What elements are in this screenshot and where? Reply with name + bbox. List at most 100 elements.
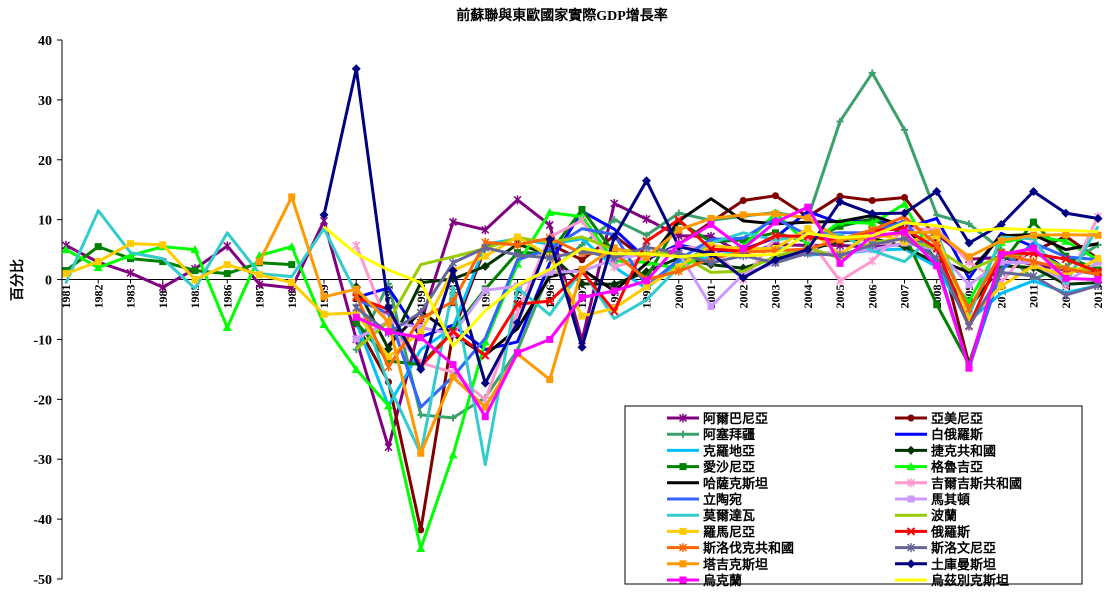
data-point	[481, 286, 489, 294]
data-point	[481, 252, 489, 260]
y-tick-label: 30	[38, 94, 52, 109]
y-axis-label: 百分比	[9, 259, 26, 301]
y-tick-label: -40	[33, 513, 52, 528]
data-point	[965, 315, 973, 323]
data-point	[642, 237, 651, 246]
data-point	[933, 262, 941, 270]
data-point	[772, 218, 779, 226]
data-point	[513, 318, 522, 328]
data-point	[1094, 258, 1102, 266]
data-point	[1061, 236, 1071, 245]
legend-label: 斯洛文尼亞	[931, 541, 996, 557]
data-point	[448, 297, 458, 307]
data-point	[907, 495, 915, 503]
x-tick-label: 1982	[91, 285, 105, 309]
data-point	[997, 237, 1005, 245]
data-point	[609, 279, 619, 289]
data-point	[707, 214, 715, 222]
data-point	[513, 240, 522, 250]
data-point	[546, 268, 554, 276]
legend-item: 斯洛文尼亞	[895, 541, 996, 557]
data-point	[256, 271, 263, 279]
legend-item: 捷克共和國	[895, 443, 996, 459]
data-point	[1061, 264, 1070, 274]
data-point	[906, 478, 916, 488]
y-tick-label: 10	[38, 214, 52, 229]
data-point	[674, 266, 683, 276]
y-tick-label: -50	[33, 573, 52, 588]
legend-label: 克羅地亞	[703, 443, 755, 459]
data-point	[836, 222, 844, 230]
data-point	[678, 543, 688, 553]
data-point	[900, 199, 909, 208]
legend-item: 莫爾達瓦	[667, 508, 755, 524]
legend-item: 俄羅斯	[895, 524, 970, 540]
data-point	[707, 303, 715, 311]
data-point	[288, 279, 296, 287]
data-point	[609, 232, 619, 242]
legend-item: 馬其頓	[895, 492, 970, 508]
data-point	[448, 450, 458, 459]
data-point	[352, 309, 360, 317]
series-line	[323, 221, 1099, 348]
data-point	[514, 349, 521, 357]
data-point	[804, 203, 812, 211]
data-point	[385, 353, 392, 361]
data-point	[933, 232, 941, 240]
data-point	[906, 559, 916, 569]
data-point	[94, 243, 102, 251]
data-point	[610, 244, 618, 252]
data-point	[448, 266, 458, 276]
data-point	[513, 299, 522, 309]
data-point	[1094, 276, 1102, 284]
legend-item: 烏克蘭	[667, 573, 742, 589]
x-tick-label: 1987	[253, 285, 267, 309]
x-tick-label: 2011	[1027, 285, 1041, 308]
data-point	[868, 240, 877, 250]
data-point	[932, 253, 941, 263]
data-point	[906, 462, 916, 471]
legend-item: 塔吉克斯坦	[667, 557, 768, 573]
data-point	[610, 307, 619, 316]
data-point	[678, 413, 688, 423]
data-point	[643, 283, 650, 291]
data-point	[679, 576, 687, 584]
data-point	[448, 217, 458, 227]
legend-label: 斯洛伐克共和國	[703, 541, 794, 557]
legend-item: 愛沙尼亞	[667, 460, 755, 476]
data-point	[352, 335, 360, 343]
data-point	[351, 64, 361, 74]
data-point	[739, 236, 747, 244]
data-point	[772, 192, 779, 200]
x-tick-label: 1986	[220, 285, 234, 309]
data-point	[126, 268, 135, 278]
data-point	[1061, 208, 1071, 218]
data-point	[449, 361, 457, 369]
data-point	[158, 282, 167, 292]
data-point	[577, 215, 587, 225]
data-point	[836, 117, 844, 125]
data-point	[545, 296, 554, 306]
legend-label: 烏克蘭	[703, 573, 742, 589]
data-point	[610, 262, 619, 272]
legend-item: 亞美尼亞	[895, 411, 983, 427]
data-point	[288, 261, 296, 269]
data-point	[448, 258, 458, 268]
data-point	[416, 364, 426, 374]
legend-label: 吉爾吉斯共和國	[931, 476, 1022, 492]
data-point	[997, 282, 1005, 290]
data-point	[578, 294, 586, 302]
data-point	[706, 258, 716, 268]
data-point	[448, 327, 458, 336]
data-point	[416, 543, 426, 552]
data-point	[900, 208, 909, 218]
data-point	[804, 214, 812, 222]
legend-label: 格魯吉亞	[931, 460, 983, 476]
data-point	[836, 235, 844, 243]
data-point	[545, 220, 554, 230]
data-point	[901, 228, 908, 236]
y-tick-label: 20	[38, 154, 52, 169]
data-point	[707, 220, 715, 228]
data-point	[996, 219, 1006, 229]
